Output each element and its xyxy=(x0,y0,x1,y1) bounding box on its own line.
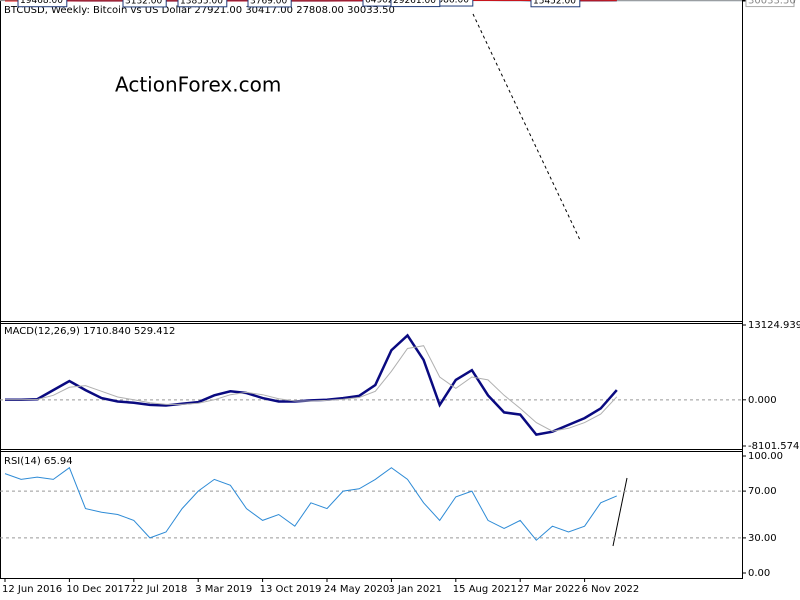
x-tick-label: 24 May 2020 xyxy=(324,584,389,595)
x-tick-label: 3 Jan 2021 xyxy=(388,584,442,595)
callout-label: 19468.00 xyxy=(20,0,63,6)
x-tick-label: 12 Jun 2016 xyxy=(2,584,62,595)
x-tick-label: 10 Dec 2017 xyxy=(66,584,130,595)
series-line xyxy=(5,333,618,436)
y-tick-label: -8101.574 xyxy=(748,441,799,452)
x-tick-label: 22 Jul 2018 xyxy=(131,584,188,595)
price-callout xyxy=(390,0,441,8)
price-callout xyxy=(122,0,167,8)
frame xyxy=(0,0,743,579)
callout-label: 15452.00 xyxy=(533,0,576,6)
watermark: ActionForex.com xyxy=(115,73,281,97)
x-tick-label: 15 Aug 2021 xyxy=(453,584,517,595)
callout-label: 3132.00 xyxy=(125,0,162,6)
x-tick-label: 13 Oct 2019 xyxy=(260,584,322,595)
y-tick-label: 30.00 xyxy=(748,533,777,544)
y-tick-label: 0.00 xyxy=(748,568,770,579)
panel-title: MACD(12,26,9) 1710.840 529.412 xyxy=(4,326,175,337)
y-tick-label: 0.000 xyxy=(748,395,777,406)
series-line xyxy=(4,466,617,541)
callout-label: 13855.00 xyxy=(180,0,223,6)
x-tick-label: 6 Nov 2022 xyxy=(582,584,640,595)
panel-title: RSI(14) 65.94 xyxy=(4,456,73,467)
chart-title: BTCUSD, Weekly: Bitcoin vs US Dollar 279… xyxy=(4,5,395,16)
trend-line xyxy=(472,13,581,241)
callout-label: 68986.00 xyxy=(426,0,469,6)
price-callout xyxy=(17,0,68,8)
series-line xyxy=(5,345,618,432)
callout-label: 29261.00 xyxy=(393,0,436,6)
price-box xyxy=(745,0,795,8)
price-callout xyxy=(530,0,581,8)
x-tick-label: 3 Mar 2019 xyxy=(195,584,252,595)
callout-label: 64902.00 xyxy=(365,0,408,6)
y-tick-label: 13124.939 xyxy=(748,320,800,331)
price-label: 30033.50 xyxy=(748,0,796,7)
y-tick-label: 100.00 xyxy=(748,451,783,462)
trend-line xyxy=(612,477,628,547)
price-callout xyxy=(247,0,292,8)
x-tick-label: 27 Mar 2022 xyxy=(517,584,580,595)
y-tick-label: 70.00 xyxy=(748,486,777,497)
series-line xyxy=(5,0,617,2)
callout-label: 3769.00 xyxy=(250,0,287,6)
price-callout xyxy=(177,0,228,8)
